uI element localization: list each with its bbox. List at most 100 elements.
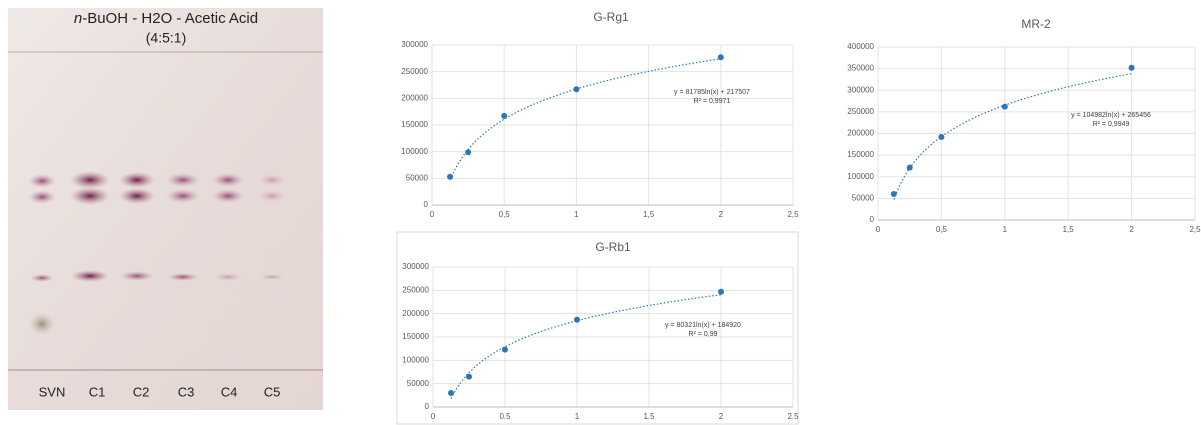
spot: [119, 172, 155, 188]
spot: [258, 190, 286, 202]
y-tick-label: 200000: [402, 309, 429, 318]
y-tick-label: 150000: [402, 332, 429, 341]
x-tick-label: 1.5: [643, 412, 655, 421]
x-tick-label: 2,5: [1189, 225, 1201, 234]
data-point: [448, 390, 454, 396]
lane-label: C3: [178, 384, 195, 399]
y-tick-label: 200000: [401, 93, 428, 102]
spot: [120, 271, 154, 281]
spot: [28, 174, 56, 188]
trendline-equation: y = 104982ln(x) + 265456: [1071, 112, 1151, 119]
y-tick-label: 250000: [401, 67, 428, 76]
x-tick-label: 0: [876, 225, 881, 234]
figure-canvas: n-BuOH - H2O - Acetic Acid (4:5:1) SVN C1…: [0, 0, 1201, 425]
spot: [167, 273, 199, 281]
data-point: [501, 113, 507, 119]
plate-title: n-BuOH - H2O - Acetic Acid: [74, 10, 258, 27]
data-point: [502, 347, 508, 353]
y-tick-label: 0: [424, 200, 429, 209]
data-point: [718, 289, 724, 295]
y-tick-label: 150000: [847, 150, 874, 159]
data-point: [718, 54, 724, 60]
y-tick-label: 300000: [847, 85, 874, 94]
spot: [259, 274, 285, 280]
plate-title-rest: -BuOH - H2O - Acetic Acid: [82, 10, 258, 27]
y-tick-label: 300000: [401, 40, 428, 49]
data-point: [574, 317, 580, 323]
x-tick-label: 2.5: [787, 412, 799, 421]
y-tick-label: 100000: [402, 355, 429, 364]
spot: [166, 189, 200, 203]
trendline-r2: R² = 0,9949: [1093, 121, 1130, 128]
lane-label: SVN: [39, 384, 66, 399]
spot: [28, 312, 56, 336]
tlc-plate: n-BuOH - H2O - Acetic Acid (4:5:1) SVN C1…: [8, 8, 323, 410]
trendline-r2: R² = 0,9971: [694, 98, 731, 105]
y-tick-label: 50000: [407, 379, 430, 388]
data-point: [891, 191, 897, 197]
trendline-equation: y = 80321ln(x) + 184920: [665, 322, 741, 329]
spot: [258, 174, 286, 186]
y-tick-label: 350000: [847, 64, 874, 73]
trendline: [450, 59, 721, 180]
chart-title: G-Rg1: [593, 10, 629, 24]
chart-title: G-Rb1: [595, 240, 631, 254]
plate-background: [8, 8, 323, 410]
y-tick-label: 100000: [847, 172, 874, 181]
lane-label: C1: [89, 384, 106, 399]
data-point: [466, 374, 472, 380]
spot: [71, 270, 109, 282]
data-point: [1002, 104, 1008, 110]
y-tick-label: 200000: [847, 129, 874, 138]
data-point: [573, 86, 579, 92]
x-tick-label: 1,5: [1063, 225, 1075, 234]
spot: [166, 173, 200, 187]
spot: [212, 189, 244, 203]
y-tick-label: 150000: [401, 120, 428, 129]
x-tick-label: 0,5: [936, 225, 948, 234]
spot: [70, 171, 110, 189]
spot: [119, 188, 155, 204]
data-point: [465, 149, 471, 155]
spot: [212, 173, 244, 187]
lane-label: C2: [133, 384, 150, 399]
y-tick-label: 50000: [406, 173, 429, 182]
y-tick-label: 50000: [852, 193, 875, 202]
y-tick-label: 300000: [402, 262, 429, 271]
spot: [28, 190, 56, 204]
data-point: [907, 165, 913, 171]
spot: [70, 187, 110, 205]
x-tick-label: 1: [575, 412, 580, 421]
trendline-equation: y = 81785ln(x) + 217507: [674, 89, 750, 96]
data-point: [447, 174, 453, 180]
x-tick-label: 0: [430, 210, 435, 219]
y-tick-label: 0: [870, 215, 875, 224]
x-tick-label: 2: [719, 412, 724, 421]
y-tick-label: 0: [425, 402, 430, 411]
x-tick-label: 2: [1129, 225, 1134, 234]
plate-ratio: (4:5:1): [146, 30, 186, 46]
lane-label: C5: [264, 384, 281, 399]
spot: [30, 274, 54, 282]
data-point: [938, 134, 944, 140]
y-tick-label: 250000: [402, 285, 429, 294]
x-tick-label: 1: [574, 210, 579, 219]
y-tick-label: 400000: [847, 42, 874, 51]
y-tick-label: 100000: [401, 147, 428, 156]
lane-label: C4: [221, 384, 238, 399]
x-tick-label: 0.5: [499, 412, 511, 421]
x-tick-label: 1: [1003, 225, 1008, 234]
trendline: [894, 74, 1132, 200]
plate-title-italic: n: [74, 10, 82, 27]
x-tick-label: 0,5: [499, 210, 511, 219]
data-point: [1129, 65, 1135, 71]
spot: [213, 273, 243, 281]
y-tick-label: 250000: [847, 107, 874, 116]
chart-title: MR-2: [1021, 17, 1051, 31]
x-tick-label: 1,5: [643, 210, 655, 219]
x-tick-label: 2,5: [787, 210, 799, 219]
x-tick-label: 0: [431, 412, 436, 421]
figure: n-BuOH - H2O - Acetic Acid (4:5:1) SVN C1…: [0, 0, 1201, 425]
x-tick-label: 2: [719, 210, 724, 219]
trendline-r2: R² = 0,99: [689, 331, 718, 338]
